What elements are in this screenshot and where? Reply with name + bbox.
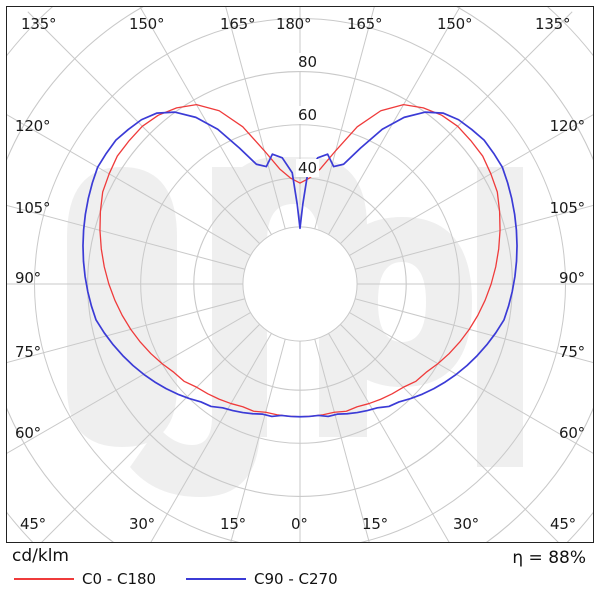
angle-label-bottom-30-left: 30°: [129, 515, 155, 533]
legend-label-c90-c270: C90 - C270: [254, 570, 338, 588]
angle-label-bottom-0: 0°: [291, 515, 308, 533]
angle-label-bottom-15-left: 15°: [220, 515, 246, 533]
angle-label-left-120: 120°: [15, 117, 51, 135]
chart-legend: cd/klm η = 88% C0 - C180 C90 - C270: [0, 545, 600, 600]
legend-label-c0-c180: C0 - C180: [82, 570, 157, 588]
angle-label-top-165-left: 165°: [220, 15, 256, 33]
polar-grid: [7, 7, 593, 542]
angle-label-top-150-right: 150°: [437, 15, 473, 33]
angle-label-right-90: 90°: [559, 269, 585, 287]
angle-label-right-120: 120°: [549, 117, 586, 135]
legend-swatch-c90-c270: [186, 578, 246, 580]
angle-label-right-60: 60°: [559, 424, 585, 442]
angle-label-left-90: 90°: [15, 269, 41, 287]
angle-label-right-105: 105°: [549, 199, 586, 217]
angle-label-top-135-right: 135°: [535, 15, 571, 33]
angle-label-bottom-30-right: 30°: [453, 515, 479, 533]
angle-label-left-60: 60°: [15, 424, 41, 442]
plot-frame: 135° 150° 165° 180° 165° 150° 135° 120° …: [6, 6, 594, 543]
radial-label-80: 80: [296, 53, 320, 71]
unit-label: cd/klm: [12, 546, 69, 566]
angle-label-left-75: 75°: [15, 343, 41, 361]
angle-label-top-180: 180°: [276, 15, 312, 33]
angle-label-top-150-left: 150°: [129, 15, 165, 33]
angle-label-right-75: 75°: [559, 343, 585, 361]
efficiency-label: η = 88%: [512, 548, 586, 568]
angle-label-bottom-45-right: 45°: [550, 515, 576, 533]
center-mask: [242, 226, 358, 342]
legend-swatch-c0-c180: [14, 578, 74, 580]
angle-label-bottom-45-left: 45°: [20, 515, 46, 533]
watermark: [67, 157, 523, 497]
angle-label-left-105: 105°: [15, 199, 51, 217]
radial-label-60: 60: [296, 106, 320, 124]
radial-label-40: 40: [296, 159, 320, 177]
series-curves: [82, 104, 518, 418]
angle-label-top-165-right: 165°: [347, 15, 383, 33]
legend-item-c90-c270[interactable]: C90 - C270: [186, 570, 338, 588]
angle-label-bottom-15-right: 15°: [362, 515, 388, 533]
polar-plot-svg: [7, 7, 593, 542]
angle-label-top-135-left: 135°: [21, 15, 57, 33]
legend-item-c0-c180[interactable]: C0 - C180: [14, 570, 156, 588]
